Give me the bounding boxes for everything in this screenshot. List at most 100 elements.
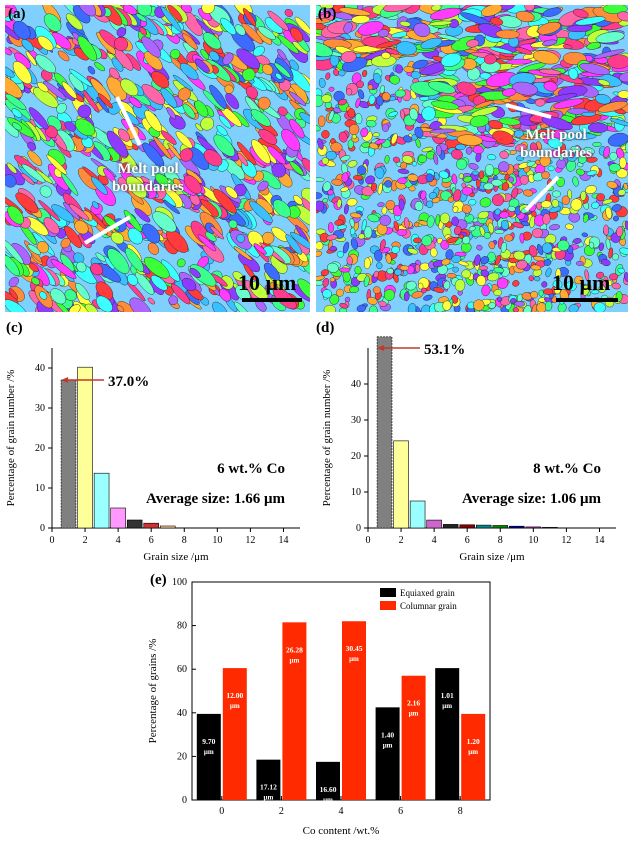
grain-shape	[381, 123, 390, 132]
grain-shape	[612, 253, 619, 261]
histogram-c: 0 2 4 6 8 10 12 14 0 10 20 30 40 Grain size /μm Percen…	[5, 348, 300, 562]
grain-shape	[234, 301, 250, 312]
grain-shape	[27, 244, 41, 255]
grain-shape	[436, 144, 442, 156]
grain-shape	[458, 173, 464, 179]
grain-shape	[64, 289, 77, 302]
grain-shape	[475, 179, 481, 188]
grain-shape	[619, 72, 628, 83]
bar-unit-label: μm	[230, 702, 240, 710]
grain-shape	[354, 266, 362, 275]
grain-shape	[409, 108, 419, 121]
bar-equiaxed	[196, 713, 221, 800]
grain-shape	[390, 133, 398, 145]
panel-label-d: (d)	[316, 320, 335, 336]
grain-shape	[65, 13, 83, 31]
grain-shape	[585, 185, 597, 195]
grain-shape	[225, 186, 238, 199]
y-tick-label: 30	[351, 415, 361, 426]
grain-shape	[403, 291, 410, 302]
grain-shape	[96, 295, 113, 312]
grain-shape	[43, 81, 67, 101]
grain-shape	[536, 201, 543, 210]
peak-value-label: 37.0%	[108, 374, 149, 390]
grain-shape	[541, 281, 548, 288]
grain-shape	[335, 288, 344, 297]
y-tick-label: 0	[356, 523, 361, 534]
grain-shape	[348, 123, 360, 136]
grain-shape	[452, 266, 459, 273]
grain-shape	[116, 305, 125, 312]
grain-shape	[236, 141, 257, 166]
grain-shape	[363, 257, 371, 270]
histogram-bar	[93, 472, 110, 529]
grain-shape	[586, 170, 598, 176]
grain-shape	[37, 35, 54, 51]
grain-shape	[12, 122, 22, 131]
grain-shape	[175, 131, 193, 149]
grain-shape	[322, 181, 332, 192]
grain-shape	[391, 245, 400, 254]
x-tick-label: 0	[50, 535, 55, 546]
grain-shape	[439, 212, 450, 224]
grain-shape	[591, 289, 600, 295]
grain-shape	[423, 294, 433, 301]
grain-shape	[481, 5, 503, 17]
grain-shape	[167, 142, 182, 160]
melt-pool-arrow	[505, 103, 552, 119]
grain-shape	[225, 92, 240, 110]
grain-shape	[125, 247, 144, 273]
grain-shape	[194, 58, 210, 73]
grain-shape	[616, 226, 624, 237]
grain-shape	[421, 287, 427, 294]
histogram-bar	[110, 507, 126, 529]
grain-shape	[77, 35, 98, 62]
grain-shape	[603, 224, 609, 236]
grain-shape	[613, 215, 619, 222]
grain-shape	[396, 41, 417, 56]
grain-shape	[236, 48, 261, 70]
grain-shape	[233, 246, 253, 261]
grain-shape	[160, 87, 178, 108]
grain-shape	[421, 146, 434, 153]
grain-shape	[134, 272, 155, 295]
grain-shape	[116, 27, 127, 37]
grain-shape	[385, 253, 392, 264]
grain-shape	[326, 234, 338, 241]
grain-shape	[541, 171, 550, 180]
grain-shape	[609, 118, 628, 127]
bar-unit-label: μm	[468, 748, 478, 756]
grain-shape	[356, 80, 364, 89]
grain-shape	[473, 299, 485, 311]
peak-value-label: 53.1%	[424, 342, 465, 358]
grain-shape	[252, 45, 265, 57]
grain-shape	[370, 182, 378, 192]
grain-shape	[607, 54, 628, 69]
grain-shape	[623, 183, 628, 190]
x-tick-label: 10	[212, 535, 222, 546]
grain-shape	[532, 50, 560, 65]
grain-shape	[420, 190, 427, 201]
grain-shape	[338, 131, 348, 143]
bar-chart-e: 0 20 40 60 80 100 0 9.70 μm 12.00 μm 2 17.12 μm 26.28 μ…	[147, 577, 491, 837]
grain-shape	[5, 22, 20, 41]
grain-shape	[97, 93, 113, 109]
grain-shape	[210, 225, 224, 240]
grain-shape	[50, 288, 67, 305]
grain-shape	[6, 162, 18, 174]
bar-value-label: 1.20	[467, 737, 480, 746]
x-tick-label: 8	[498, 535, 503, 546]
grain-shape	[401, 155, 414, 164]
grain-shape	[415, 263, 421, 273]
x-tick-label: 4	[339, 806, 344, 817]
grain-shape	[5, 254, 20, 277]
grain-shape	[461, 186, 473, 196]
grain-shape	[468, 226, 476, 232]
grain-shape	[474, 100, 494, 109]
grain-shape	[126, 175, 147, 199]
grain-shape	[426, 200, 434, 208]
grain-shape	[505, 58, 533, 65]
grain-shape	[341, 172, 349, 183]
grain-shape	[581, 111, 596, 117]
grain-shape	[289, 91, 307, 107]
